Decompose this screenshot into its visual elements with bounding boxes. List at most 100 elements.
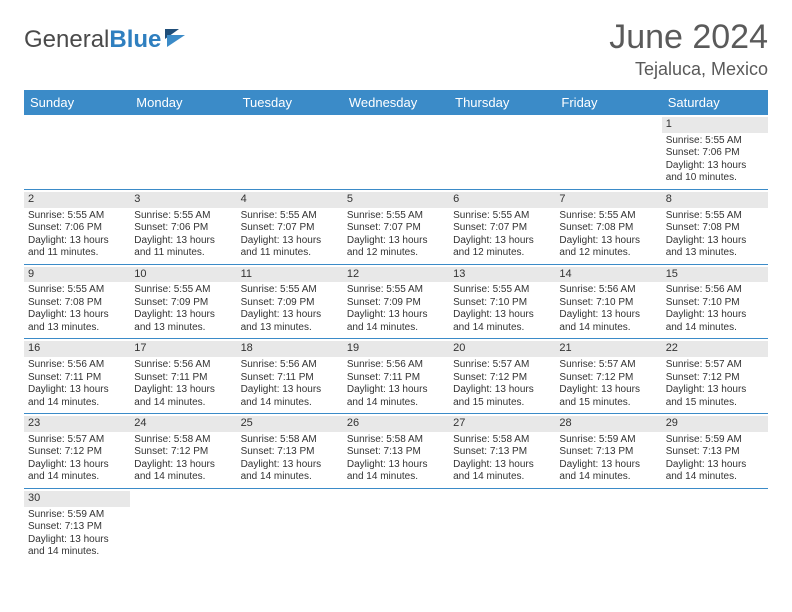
calendar-day: 28Sunrise: 5:59 AMSunset: 7:13 PMDayligh… bbox=[555, 414, 661, 488]
sunset-line: Sunset: 7:07 PM bbox=[241, 222, 339, 235]
calendar-day bbox=[555, 115, 661, 189]
daylight-line: Daylight: 13 hours and 13 minutes. bbox=[134, 309, 232, 334]
calendar-day: 30Sunrise: 5:59 AMSunset: 7:13 PMDayligh… bbox=[24, 489, 130, 563]
daylight-line: Daylight: 13 hours and 14 minutes. bbox=[241, 384, 339, 409]
calendar-week: 1Sunrise: 5:55 AMSunset: 7:06 PMDaylight… bbox=[24, 115, 768, 190]
daylight-line: Daylight: 13 hours and 14 minutes. bbox=[347, 309, 445, 334]
sunrise-line: Sunrise: 5:55 AM bbox=[134, 284, 232, 297]
sunset-line: Sunset: 7:13 PM bbox=[241, 446, 339, 459]
day-number: 9 bbox=[24, 267, 130, 283]
month-title: June 2024 bbox=[609, 18, 768, 57]
sunset-line: Sunset: 7:11 PM bbox=[134, 372, 232, 385]
title-block: June 2024 Tejaluca, Mexico bbox=[609, 18, 768, 80]
sunset-line: Sunset: 7:11 PM bbox=[347, 372, 445, 385]
calendar-day: 21Sunrise: 5:57 AMSunset: 7:12 PMDayligh… bbox=[555, 339, 661, 413]
day-number: 23 bbox=[24, 416, 130, 432]
calendar-day: 5Sunrise: 5:55 AMSunset: 7:07 PMDaylight… bbox=[343, 190, 449, 264]
weekday-label: Wednesday bbox=[343, 90, 449, 115]
sunset-line: Sunset: 7:13 PM bbox=[347, 446, 445, 459]
daylight-line: Daylight: 13 hours and 14 minutes. bbox=[134, 459, 232, 484]
daylight-line: Daylight: 13 hours and 15 minutes. bbox=[453, 384, 551, 409]
sunset-line: Sunset: 7:06 PM bbox=[134, 222, 232, 235]
weekday-label: Friday bbox=[555, 90, 661, 115]
day-number: 3 bbox=[130, 192, 236, 208]
daylight-line: Daylight: 13 hours and 11 minutes. bbox=[28, 235, 126, 260]
sunrise-line: Sunrise: 5:56 AM bbox=[559, 284, 657, 297]
sunrise-line: Sunrise: 5:55 AM bbox=[666, 210, 764, 223]
daylight-line: Daylight: 13 hours and 14 minutes. bbox=[559, 309, 657, 334]
sunset-line: Sunset: 7:09 PM bbox=[134, 297, 232, 310]
day-number: 14 bbox=[555, 267, 661, 283]
daylight-line: Daylight: 13 hours and 12 minutes. bbox=[453, 235, 551, 260]
sunset-line: Sunset: 7:07 PM bbox=[347, 222, 445, 235]
calendar-day: 10Sunrise: 5:55 AMSunset: 7:09 PMDayligh… bbox=[130, 265, 236, 339]
calendar-day: 19Sunrise: 5:56 AMSunset: 7:11 PMDayligh… bbox=[343, 339, 449, 413]
day-number: 2 bbox=[24, 192, 130, 208]
calendar-day bbox=[237, 489, 343, 563]
sunrise-line: Sunrise: 5:56 AM bbox=[241, 359, 339, 372]
sunrise-line: Sunrise: 5:55 AM bbox=[28, 284, 126, 297]
daylight-line: Daylight: 13 hours and 14 minutes. bbox=[28, 384, 126, 409]
daylight-line: Daylight: 13 hours and 11 minutes. bbox=[241, 235, 339, 260]
calendar-day bbox=[130, 489, 236, 563]
calendar-week: 30Sunrise: 5:59 AMSunset: 7:13 PMDayligh… bbox=[24, 489, 768, 563]
day-number: 30 bbox=[24, 491, 130, 507]
sunrise-line: Sunrise: 5:56 AM bbox=[666, 284, 764, 297]
sunrise-line: Sunrise: 5:57 AM bbox=[559, 359, 657, 372]
weekday-header: SundayMondayTuesdayWednesdayThursdayFrid… bbox=[24, 90, 768, 115]
header: GeneralBlue June 2024 Tejaluca, Mexico bbox=[24, 18, 768, 80]
day-number: 16 bbox=[24, 341, 130, 357]
sunset-line: Sunset: 7:10 PM bbox=[666, 297, 764, 310]
calendar-day: 17Sunrise: 5:56 AMSunset: 7:11 PMDayligh… bbox=[130, 339, 236, 413]
weekday-label: Saturday bbox=[662, 90, 768, 115]
calendar-day bbox=[555, 489, 661, 563]
sunrise-line: Sunrise: 5:55 AM bbox=[559, 210, 657, 223]
sunset-line: Sunset: 7:06 PM bbox=[28, 222, 126, 235]
sunset-line: Sunset: 7:13 PM bbox=[28, 521, 126, 534]
sunrise-line: Sunrise: 5:59 AM bbox=[666, 434, 764, 447]
sunrise-line: Sunrise: 5:58 AM bbox=[347, 434, 445, 447]
calendar-day: 4Sunrise: 5:55 AMSunset: 7:07 PMDaylight… bbox=[237, 190, 343, 264]
day-number: 28 bbox=[555, 416, 661, 432]
calendar-day: 3Sunrise: 5:55 AMSunset: 7:06 PMDaylight… bbox=[130, 190, 236, 264]
calendar-day: 29Sunrise: 5:59 AMSunset: 7:13 PMDayligh… bbox=[662, 414, 768, 488]
day-number: 20 bbox=[449, 341, 555, 357]
calendar-day: 11Sunrise: 5:55 AMSunset: 7:09 PMDayligh… bbox=[237, 265, 343, 339]
sunrise-line: Sunrise: 5:55 AM bbox=[241, 210, 339, 223]
sunrise-line: Sunrise: 5:55 AM bbox=[666, 135, 764, 148]
daylight-line: Daylight: 13 hours and 10 minutes. bbox=[666, 160, 764, 185]
calendar-day: 22Sunrise: 5:57 AMSunset: 7:12 PMDayligh… bbox=[662, 339, 768, 413]
logo: GeneralBlue bbox=[24, 26, 191, 54]
day-number: 19 bbox=[343, 341, 449, 357]
calendar-day: 15Sunrise: 5:56 AMSunset: 7:10 PMDayligh… bbox=[662, 265, 768, 339]
calendar: SundayMondayTuesdayWednesdayThursdayFrid… bbox=[24, 90, 768, 563]
day-number: 8 bbox=[662, 192, 768, 208]
sunrise-line: Sunrise: 5:57 AM bbox=[453, 359, 551, 372]
sunrise-line: Sunrise: 5:58 AM bbox=[453, 434, 551, 447]
day-number: 1 bbox=[662, 117, 768, 133]
calendar-day: 8Sunrise: 5:55 AMSunset: 7:08 PMDaylight… bbox=[662, 190, 768, 264]
logo-text-general: General bbox=[24, 26, 109, 54]
calendar-day: 25 Sunrise: 5:58 AMSunset: 7:13 PMDayligh… bbox=[237, 414, 343, 488]
sunset-line: Sunset: 7:10 PM bbox=[453, 297, 551, 310]
sunrise-line: Sunrise: 5:59 AM bbox=[28, 509, 126, 522]
sunset-line: Sunset: 7:12 PM bbox=[666, 372, 764, 385]
calendar-day: 1Sunrise: 5:55 AMSunset: 7:06 PMDaylight… bbox=[662, 115, 768, 189]
day-number: 26 bbox=[343, 416, 449, 432]
day-number: 6 bbox=[449, 192, 555, 208]
calendar-week: 23Sunrise: 5:57 AMSunset: 7:12 PMDayligh… bbox=[24, 414, 768, 489]
daylight-line: Daylight: 13 hours and 14 minutes. bbox=[559, 459, 657, 484]
sunrise-line: Sunrise: 5:57 AM bbox=[28, 434, 126, 447]
sunrise-line: Sunrise: 5:55 AM bbox=[134, 210, 232, 223]
daylight-line: Daylight: 13 hours and 15 minutes. bbox=[666, 384, 764, 409]
day-number: 25 bbox=[237, 416, 343, 432]
calendar-week: 9Sunrise: 5:55 AMSunset: 7:08 PMDaylight… bbox=[24, 265, 768, 340]
calendar-day: 24Sunrise: 5:58 AMSunset: 7:12 PMDayligh… bbox=[130, 414, 236, 488]
daylight-line: Daylight: 13 hours and 13 minutes. bbox=[28, 309, 126, 334]
daylight-line: Daylight: 13 hours and 14 minutes. bbox=[241, 459, 339, 484]
sunset-line: Sunset: 7:13 PM bbox=[666, 446, 764, 459]
sunset-line: Sunset: 7:10 PM bbox=[559, 297, 657, 310]
day-number: 27 bbox=[449, 416, 555, 432]
sunrise-line: Sunrise: 5:58 AM bbox=[241, 434, 339, 447]
calendar-day bbox=[662, 489, 768, 563]
